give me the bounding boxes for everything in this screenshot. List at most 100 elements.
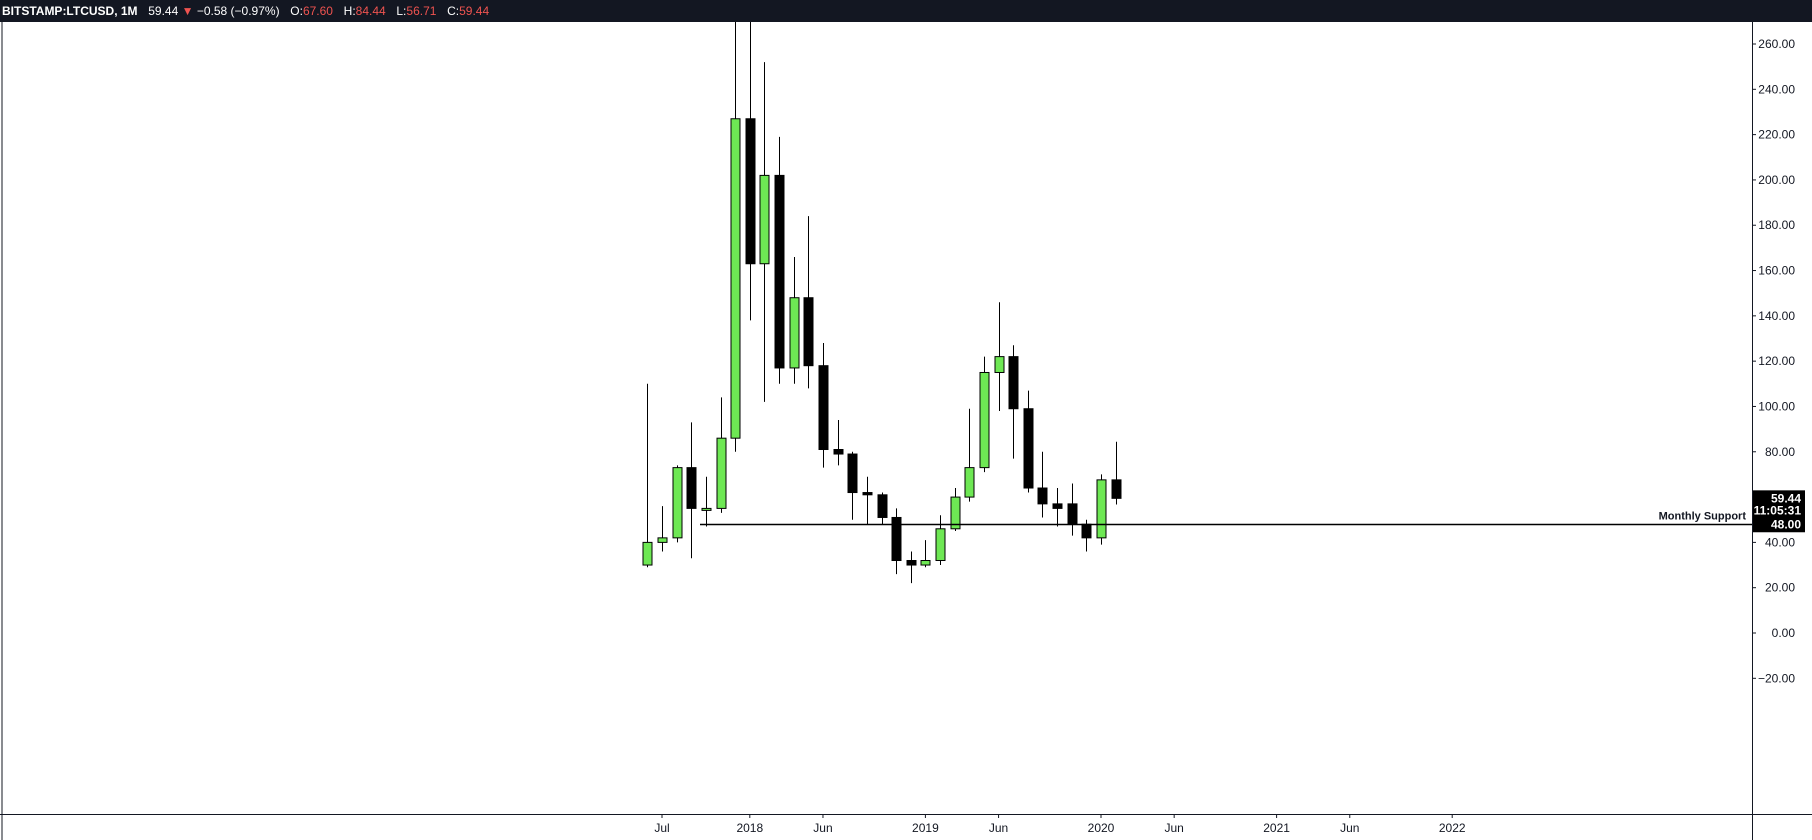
y-tick-label: 120.00 xyxy=(1758,354,1795,368)
candle[interactable] xyxy=(935,515,946,566)
candle-body-up xyxy=(672,467,683,539)
candles-group xyxy=(642,0,1122,584)
y-tick-label: 0.00 xyxy=(1772,626,1796,640)
y-tick-label: 80.00 xyxy=(1765,445,1795,459)
candle-body-up xyxy=(950,496,961,530)
candle[interactable] xyxy=(906,551,917,584)
price-badge-bg xyxy=(1753,516,1805,533)
candle-body-down xyxy=(891,516,902,562)
y-tick-label: 40.00 xyxy=(1765,535,1795,549)
y-tick-label: 160.00 xyxy=(1758,264,1795,278)
price-change: −0.58 (−0.97%) xyxy=(196,4,280,18)
chart-frame xyxy=(0,22,1812,840)
candle[interactable] xyxy=(862,476,873,525)
candle-body-up xyxy=(935,528,946,562)
candle-body-down xyxy=(906,560,917,566)
symbol-header: BITSTAMP:LTCUSD, 1M 59.44 ▼ −0.58 (−0.97… xyxy=(0,0,1812,22)
close-value: 59.44 xyxy=(459,4,490,18)
price-badge-label: 59.44 xyxy=(1771,491,1801,505)
candle-body-down xyxy=(1052,503,1063,509)
plot-area[interactable]: Monthly Support xyxy=(3,0,1752,814)
candle[interactable] xyxy=(833,420,844,466)
candle[interactable] xyxy=(1037,451,1048,518)
x-tick-label: Jun xyxy=(1164,821,1183,835)
candle[interactable] xyxy=(964,408,975,502)
x-tick-label: Jun xyxy=(813,821,832,835)
open-value: 67.60 xyxy=(302,4,333,18)
candle-body-up xyxy=(657,537,668,543)
candle-body-down xyxy=(877,494,888,518)
candle[interactable] xyxy=(803,216,814,389)
candle-body-up xyxy=(994,356,1005,373)
candle[interactable] xyxy=(1052,488,1063,527)
candle[interactable] xyxy=(774,136,785,384)
price-badge-label: 11:05:31 xyxy=(1754,504,1802,518)
y-tick-label: 20.00 xyxy=(1765,581,1795,595)
low-value: 56.71 xyxy=(406,4,437,18)
candle-body-down xyxy=(847,453,858,494)
candle[interactable] xyxy=(891,508,902,575)
open-label: O: xyxy=(290,4,303,18)
support-line-label: Monthly Support xyxy=(1659,511,1747,523)
price-axis[interactable]: 260.00 240.00 220.00 200.00 180.00 160.00 140.… xyxy=(1752,37,1795,685)
x-tick-label: Jun xyxy=(989,821,1008,835)
candle[interactable] xyxy=(789,256,800,384)
high-value: 84.44 xyxy=(355,4,386,18)
candle[interactable] xyxy=(1023,390,1034,493)
candle-body-down xyxy=(1111,479,1122,499)
candle-body-up xyxy=(701,507,712,511)
price-badge-bg xyxy=(1753,502,1805,519)
y-tick-label: 220.00 xyxy=(1758,128,1795,142)
candle[interactable] xyxy=(1096,474,1107,545)
candle-body-down xyxy=(1081,523,1092,539)
plot-background[interactable] xyxy=(3,22,1752,814)
candle[interactable] xyxy=(979,356,990,473)
candle-body-down xyxy=(818,365,829,451)
x-tick-label: 2020 xyxy=(1088,821,1115,835)
candle[interactable] xyxy=(657,506,668,552)
low-label: L: xyxy=(396,4,407,18)
candle[interactable] xyxy=(745,0,756,321)
candle-body-up xyxy=(716,437,727,509)
candle-body-up xyxy=(759,174,770,265)
close-label: C: xyxy=(447,4,460,18)
candle-body-down xyxy=(803,297,814,367)
candle-body-down xyxy=(774,174,785,369)
candle-body-up xyxy=(789,297,800,369)
last-price: 59.44 xyxy=(148,4,179,18)
candle[interactable] xyxy=(672,465,683,543)
candle[interactable] xyxy=(701,476,712,527)
candle-body-down xyxy=(686,467,697,509)
candle[interactable] xyxy=(920,540,931,568)
time-axis[interactable]: Jul 2018 Jun 2019 Jun 2020 Jun 2021 Jun 2022 xyxy=(654,814,1466,835)
candle[interactable] xyxy=(877,492,888,525)
candle[interactable] xyxy=(1008,345,1019,459)
candle[interactable] xyxy=(1111,441,1122,505)
price-badge-label: 48.00 xyxy=(1771,517,1801,531)
candle[interactable] xyxy=(716,397,727,513)
price-badge: 48.00 xyxy=(1753,516,1805,533)
candle[interactable] xyxy=(686,422,697,559)
candle-body-up xyxy=(730,118,741,439)
x-tick-label: Jul xyxy=(654,821,669,835)
candle-body-down xyxy=(1067,503,1078,525)
candle[interactable] xyxy=(847,451,858,520)
y-tick-label: 100.00 xyxy=(1758,399,1795,413)
price-badge-bg xyxy=(1753,490,1805,507)
candle[interactable] xyxy=(994,302,1005,411)
candle[interactable] xyxy=(730,0,741,452)
candle-body-down xyxy=(862,492,873,496)
down-arrow-icon: ▼ xyxy=(181,4,194,18)
candle-body-up xyxy=(964,467,975,498)
candle[interactable] xyxy=(818,343,829,468)
x-tick-label: 2019 xyxy=(912,821,939,835)
x-tick-label: Jun xyxy=(1340,821,1359,835)
candle[interactable] xyxy=(642,383,653,568)
support-line-group: Monthly Support xyxy=(700,511,1752,526)
candle[interactable] xyxy=(759,62,770,402)
symbol-label[interactable]: BITSTAMP:LTCUSD, 1M xyxy=(2,4,138,18)
price-badge: 59.44 xyxy=(1753,490,1805,507)
